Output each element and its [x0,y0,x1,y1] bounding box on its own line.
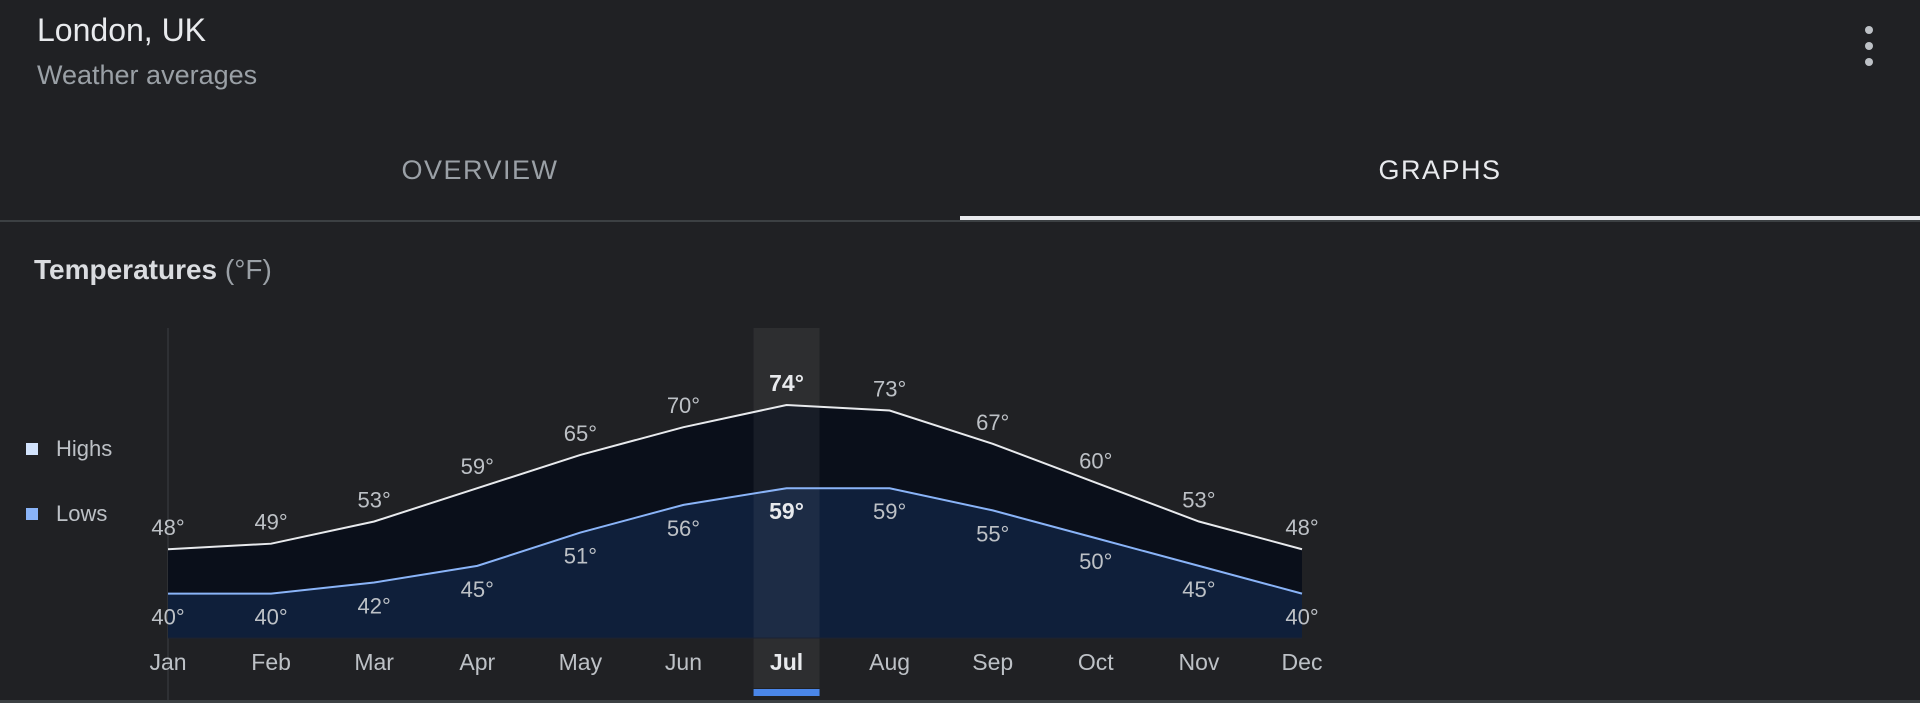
bottom-divider [0,700,1920,703]
lows-data-label: 50° [1079,549,1112,574]
highs-data-label: 65° [564,421,597,446]
highs-data-label: 73° [873,377,906,402]
lows-data-label: 59° [873,499,906,524]
x-tick-label: Jun [665,649,702,675]
active-tab-indicator [960,216,1920,220]
legend-lows: Lows [26,501,107,527]
x-tick-label: Sep [972,649,1013,675]
legend-highs-swatch [26,443,38,455]
lows-data-label: 45° [1182,577,1215,602]
chart-unit: (°F) [224,254,272,285]
more-options-icon[interactable] [1852,26,1886,66]
x-tick-label: May [559,649,603,675]
legend-highs: Highs [26,436,112,462]
highs-data-label: 74° [769,370,804,396]
chart-title: Temperatures [34,254,218,285]
highs-line [167,403,1303,551]
x-tick-label: Jul [770,649,803,675]
lows-line [168,487,1303,595]
lows-area [168,488,1302,638]
header: London, UK Weather averages [0,0,1920,120]
highs-data-label: 60° [1079,449,1112,474]
x-tick-label: Mar [354,649,394,675]
location-title: London, UK [37,12,207,48]
lows-data-label: 40° [1285,605,1318,630]
x-tick-label: Dec [1282,649,1323,675]
highs-data-label: 53° [358,488,391,513]
selected-month-indicator [753,689,820,696]
lows-data-label: 42° [358,594,391,619]
chart-heading: Temperatures (°F) [34,254,272,286]
lows-data-label: 55° [976,521,1009,546]
lows-data-label: 45° [461,577,494,602]
location-subtitle: Weather averages [37,60,258,90]
highs-data-label: 53° [1182,488,1215,513]
legend-lows-swatch [26,508,38,520]
legend-lows-label: Lows [56,501,108,526]
selected-month-band [753,328,820,688]
highs-data-label: 70° [667,393,700,418]
highs-data-label: 49° [254,510,287,535]
highs-data-label: 67° [976,410,1009,435]
legend-highs-label: Highs [56,436,113,461]
lows-data-label: 40° [254,605,287,630]
lows-data-label: 40° [151,605,184,630]
x-tick-label: Oct [1078,649,1114,675]
tab-bar: OVERVIEW GRAPHS [0,120,1920,222]
highs-data-label: 48° [151,515,184,540]
x-tick-label: Jan [149,649,186,675]
tab-overview[interactable]: OVERVIEW [401,154,559,185]
x-tick-label: Feb [251,649,291,675]
lows-data-label: 56° [667,516,700,541]
x-tick-label: Aug [869,649,910,675]
highs-data-label: 59° [461,454,494,479]
tab-graphs[interactable]: GRAPHS [1378,154,1502,185]
highs-data-label: 48° [1285,515,1318,540]
x-tick-label: Nov [1178,649,1219,675]
lows-data-label: 51° [564,544,597,569]
x-tick-label: Apr [459,649,495,675]
lows-data-label: 59° [769,498,804,524]
